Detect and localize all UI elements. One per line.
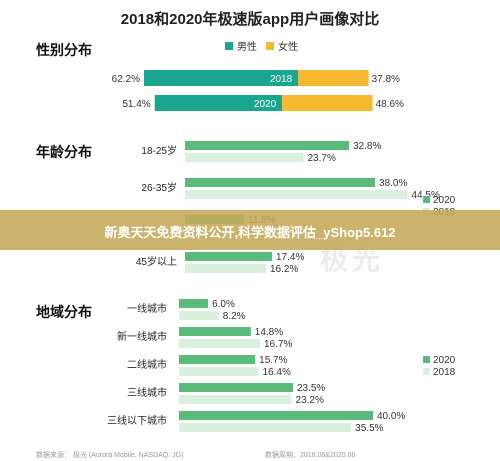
legend-swatch-2020 [423,196,430,203]
bar-2020 [179,299,209,308]
legend-label-2018: 2018 [433,367,456,378]
region-section-title: 地域分布 [36,304,92,320]
bar-2020 [185,252,272,261]
data-label-2018: 23.2% [296,395,324,406]
data-label-2020: 23.5% [297,383,325,394]
bar-2018 [179,339,260,348]
data-label-2018: 16.2% [270,264,298,275]
footer-source: 数据来源： 极光 (Aurora Mobile, NASDAQ: JG) [36,452,184,459]
bar-2020 [179,355,256,364]
data-label-2018: 16.4% [263,367,291,378]
legend-swatch-2020 [423,356,430,363]
category-label: 新一线城市 [117,330,167,343]
legend-swatch-male [225,42,233,50]
category-label: 26-35岁 [141,181,177,194]
legend-swatch-2018 [423,368,430,375]
bar-male [144,70,299,86]
bar-2018 [185,153,304,162]
bar-2018 [185,190,408,199]
bar-2020 [185,178,375,187]
bar-female [282,95,373,111]
data-label-2020: 15.7% [259,355,287,366]
data-label-2020: 32.8% [353,141,381,152]
data-label-male: 62.2% [112,74,140,85]
data-label-2020: 14.8% [255,327,283,338]
data-label-2020: 6.0% [212,299,235,310]
data-label-female: 48.6% [376,99,404,110]
data-label-2018: 8.2% [223,311,246,322]
bar-2020 [185,141,349,150]
age-section-title: 年龄分布 [36,144,92,160]
category-label: 18-25岁 [141,144,177,157]
bar-female [298,70,369,86]
category-label: 45岁以上 [136,255,177,268]
overlay-banner-text: 新奥天天免费资料公开,科学数据评估_yShop5.612 [104,225,396,240]
data-label-2018: 23.7% [308,153,336,164]
data-label-2020: 38.0% [379,178,407,189]
chart-title: 2018和2020年极速版app用户画像对比 [120,11,380,28]
data-label-2020: 40.0% [377,411,405,422]
bar-2018 [179,311,219,320]
bar-2020 [179,411,373,420]
category-label-year: 2018 [270,74,293,85]
data-label-female: 37.8% [372,74,400,85]
data-label-male: 51.4% [122,99,150,110]
category-label: 二线城市 [127,358,167,371]
bar-2018 [179,395,292,404]
bar-2018 [179,367,259,376]
bar-2018 [185,264,266,273]
category-label: 一线城市 [127,302,167,315]
bar-2020 [179,383,293,392]
data-label-2018: 16.7% [264,339,292,350]
legend-label-2020: 2020 [433,355,456,366]
legend-label-female: 女性 [278,40,298,53]
bar-2018 [179,423,352,432]
category-label-year: 2020 [254,99,277,110]
legend-label-2020: 2020 [433,195,456,206]
overlay-banner [0,210,500,250]
data-label-2020: 17.4% [276,252,304,263]
category-label: 三线以下城市 [107,414,167,427]
legend-swatch-female [266,42,274,50]
data-label-2018: 35.5% [355,423,383,434]
bar-2020 [179,327,251,336]
category-label: 三线城市 [127,386,167,399]
footer-period: 数据周期：2018.06&2020.06 [265,452,356,459]
legend-label-male: 男性 [237,40,257,53]
data-label-2018: 44.5% [412,190,440,201]
gender-section-title: 性别分布 [36,42,92,58]
bar-male [154,95,283,111]
